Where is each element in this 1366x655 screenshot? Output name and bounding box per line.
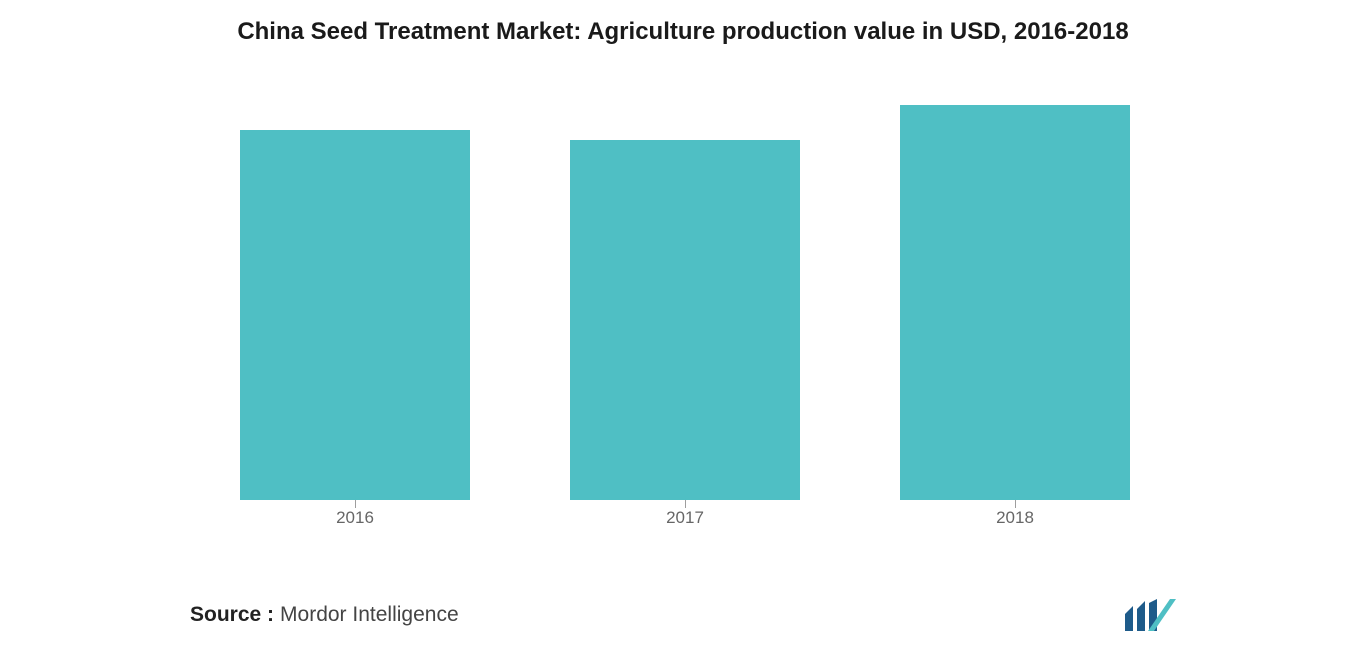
chart-container: China Seed Treatment Market: Agriculture… bbox=[0, 0, 1366, 655]
x-label-2017: 2017 bbox=[635, 508, 735, 528]
x-label-2016: 2016 bbox=[305, 508, 405, 528]
plot-area bbox=[190, 80, 1180, 500]
mordor-logo-icon bbox=[1122, 599, 1176, 631]
bar-2017 bbox=[570, 140, 799, 500]
source-label: Source : bbox=[190, 603, 274, 627]
source-value: Mordor Intelligence bbox=[280, 603, 459, 627]
tick-2016 bbox=[355, 500, 356, 508]
tick-2018 bbox=[1015, 500, 1016, 508]
chart-title: China Seed Treatment Market: Agriculture… bbox=[0, 18, 1366, 46]
tick-2017 bbox=[685, 500, 686, 508]
x-label-2018: 2018 bbox=[965, 508, 1065, 528]
bar-2016 bbox=[240, 130, 469, 500]
bar-2018 bbox=[900, 105, 1129, 500]
source-attribution: Source : Mordor Intelligence bbox=[190, 603, 459, 627]
